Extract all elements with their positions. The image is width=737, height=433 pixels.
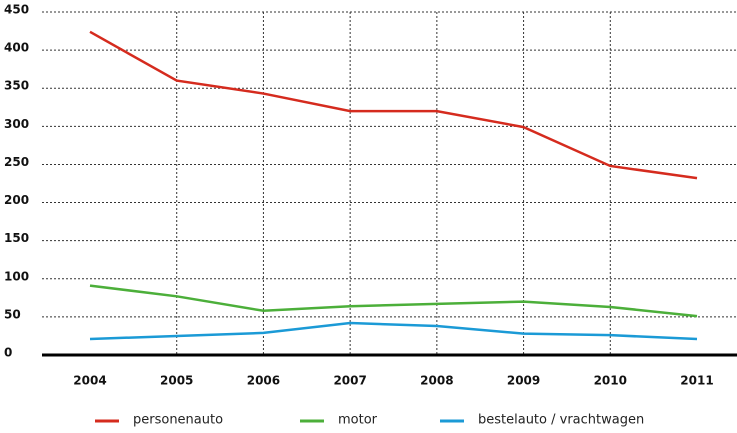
x-tick-label: 2011 bbox=[680, 374, 713, 388]
x-tick-label: 2005 bbox=[160, 374, 193, 388]
y-tick-label: 100 bbox=[4, 269, 29, 283]
y-tick-label: 350 bbox=[4, 79, 29, 93]
x-tick-label: 2006 bbox=[247, 374, 280, 388]
x-tick-label: 2009 bbox=[507, 374, 540, 388]
y-tick-label: 0 bbox=[4, 346, 12, 360]
series-line bbox=[89, 321, 698, 341]
x-tick-label: 2004 bbox=[73, 374, 106, 388]
y-tick-label: 400 bbox=[4, 41, 29, 55]
y-tick-label: 150 bbox=[4, 231, 29, 245]
legend-label: bestelauto / vrachtwagen bbox=[478, 413, 644, 428]
legend-label: motor bbox=[338, 413, 378, 428]
y-tick-label: 50 bbox=[4, 307, 21, 321]
legend-label: personenauto bbox=[133, 413, 223, 428]
y-tick-label: 200 bbox=[4, 193, 29, 207]
x-tick-label: 2007 bbox=[333, 374, 366, 388]
series-line bbox=[89, 30, 698, 180]
y-tick-label: 300 bbox=[4, 117, 29, 131]
series-line bbox=[89, 284, 698, 318]
y-tick-label: 250 bbox=[4, 155, 29, 169]
x-tick-label: 2010 bbox=[594, 374, 627, 388]
y-tick-label: 450 bbox=[4, 3, 29, 17]
x-tick-label: 2008 bbox=[420, 374, 453, 388]
